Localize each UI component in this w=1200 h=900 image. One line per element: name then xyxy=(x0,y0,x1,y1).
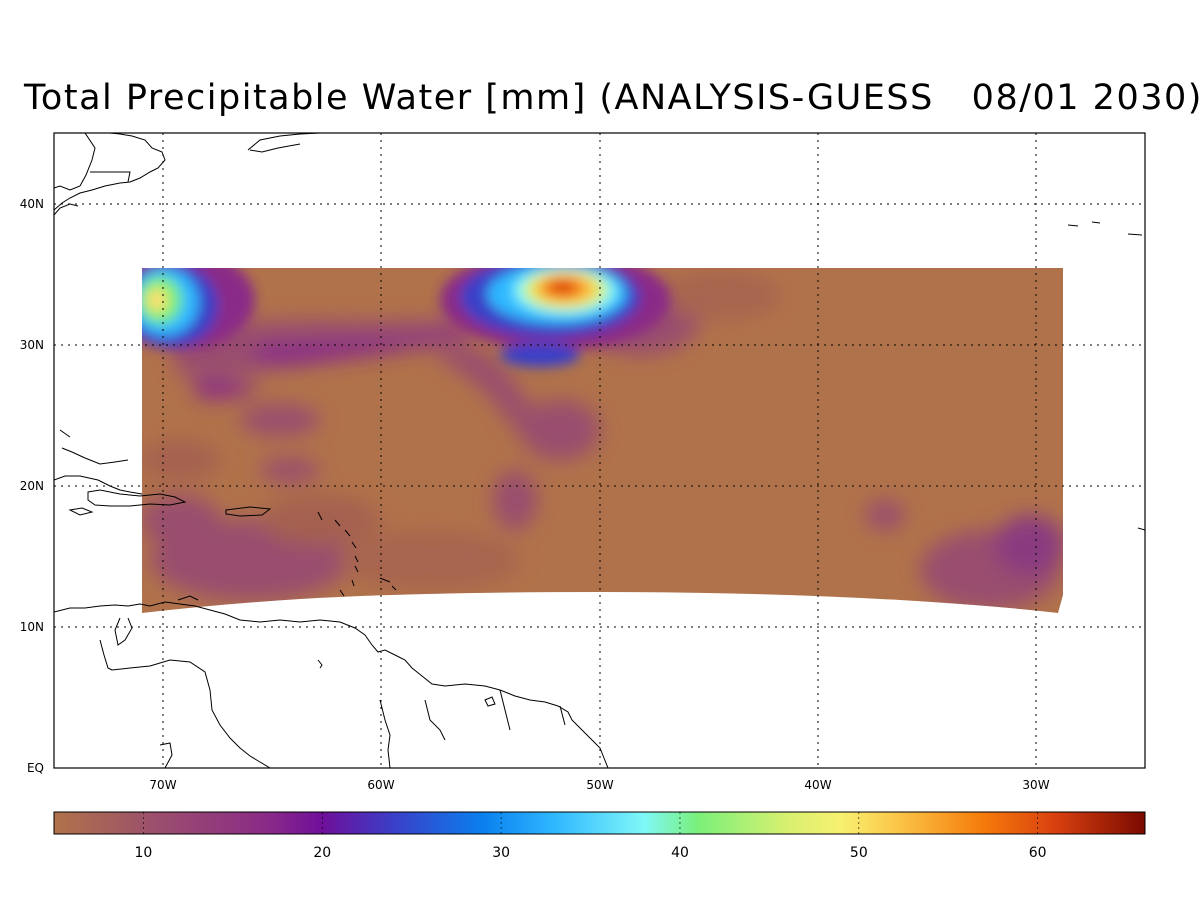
lat-label-30n: 30N xyxy=(20,338,44,352)
lat-label-0: EQ xyxy=(27,761,44,775)
pw-field xyxy=(142,268,1063,613)
colorbar-tick-label-30: 30 xyxy=(492,845,510,861)
lon-label-40w: 40W xyxy=(804,778,831,792)
colorbar-ticks: 10 20 30 40 50 60 xyxy=(135,812,1047,861)
colorbar-tick-label-40: 40 xyxy=(671,845,689,861)
lon-labels: 70W 60W 50W 40W 30W xyxy=(149,778,1049,792)
colorbar-bar xyxy=(53,811,1146,835)
lon-label-50w: 50W xyxy=(586,778,613,792)
lat-label-10n: 10N xyxy=(20,620,44,634)
colorbar: 10 20 30 40 50 60 xyxy=(53,811,1146,861)
colorbar-tick-label-10: 10 xyxy=(135,845,153,861)
field-strong-features xyxy=(142,268,670,367)
coastlines xyxy=(54,133,1145,768)
field-weak-features xyxy=(142,270,1063,610)
lon-label-70w: 70W xyxy=(149,778,176,792)
colorbar-tick-label-20: 20 xyxy=(313,845,331,861)
lon-label-30w: 30W xyxy=(1022,778,1049,792)
lat-label-40n: 40N xyxy=(20,197,44,211)
lat-labels: EQ 10N 20N 30N 40N xyxy=(20,197,44,775)
gridlines xyxy=(54,133,1145,768)
chart-title: Total Precipitable Water [mm] (ANALYSIS-… xyxy=(24,78,1200,118)
lon-label-60w: 60W xyxy=(367,778,394,792)
lat-label-20n: 20N xyxy=(20,479,44,493)
colorbar-tick-label-50: 50 xyxy=(850,845,868,861)
colorbar-tick-label-60: 60 xyxy=(1029,845,1047,861)
